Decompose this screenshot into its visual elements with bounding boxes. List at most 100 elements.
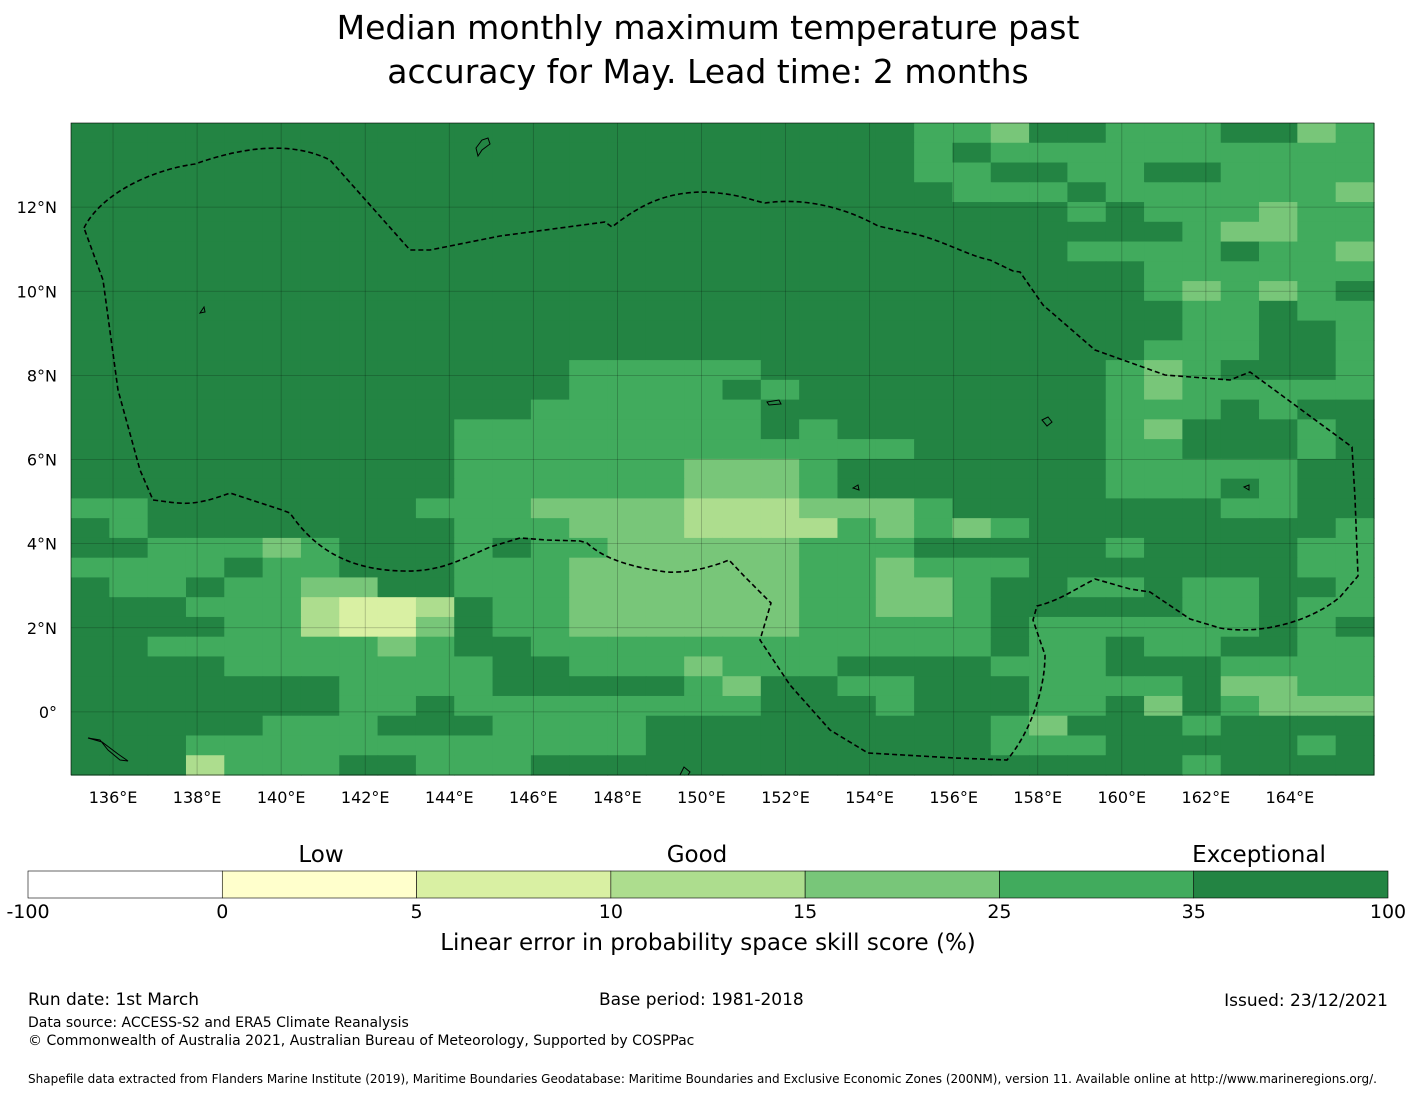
grid-cell (1029, 597, 1069, 618)
grid-cell (1105, 360, 1145, 381)
grid-cell (645, 518, 685, 539)
colorbar-segments (27, 870, 1389, 899)
colorbar: -100 0 5 10 15 25 35 100 (6, 870, 1406, 923)
grid-cell (684, 320, 724, 341)
grid-cell (1297, 695, 1337, 717)
grid-cell (492, 162, 532, 183)
grid-cell (1220, 676, 1260, 697)
grid-cell (569, 695, 609, 717)
grid-cell (185, 300, 225, 322)
grid-cell (109, 360, 149, 381)
grid-cell (339, 320, 379, 341)
grid-cell (224, 715, 264, 737)
grid-cell (71, 656, 110, 677)
grid-cell (875, 419, 915, 440)
grid-cell (530, 241, 570, 262)
grid-cell (799, 182, 839, 203)
grid-cell (837, 597, 877, 618)
grid-cell (1297, 123, 1337, 144)
grid-cell (492, 241, 532, 262)
grid-cell (377, 182, 417, 203)
grid-cell (71, 202, 110, 223)
grid-cell (415, 202, 455, 223)
grid-cell (262, 399, 302, 420)
grid-cell (300, 300, 340, 322)
grid-cell (875, 281, 915, 302)
grid-cell (1105, 123, 1145, 144)
grid-cell (645, 182, 685, 203)
grid-cell (875, 300, 915, 322)
grid-cell (1335, 715, 1375, 737)
grid-cell (262, 360, 302, 381)
island-atoll-b (1242, 484, 1250, 491)
grid-cell (377, 300, 417, 322)
grid-cell (1067, 419, 1107, 440)
grid-cell (109, 202, 149, 223)
grid-cell (760, 656, 800, 677)
grid-cell (1220, 340, 1260, 361)
island-pohnpei (1041, 416, 1053, 427)
grid-cell (1029, 557, 1069, 579)
grid-cell (454, 340, 494, 361)
grid-cell (990, 221, 1030, 243)
title-line-1: Median monthly maximum temperature past (336, 8, 1080, 47)
grid-cell (1335, 419, 1375, 440)
grid-cell (569, 636, 609, 658)
grid-cell (109, 300, 149, 322)
grid-cell (1259, 419, 1298, 440)
grid-cell (185, 123, 225, 144)
grid-cell (1067, 142, 1107, 164)
grid-cell (415, 399, 455, 420)
grid-cell (1182, 162, 1222, 183)
grid-cell (684, 142, 724, 164)
grid-cell (990, 715, 1030, 737)
grid-cell (1029, 715, 1069, 737)
grid-cell (224, 537, 264, 559)
grid-cell (224, 320, 264, 341)
grid-cell (1259, 261, 1298, 282)
grid-cell (837, 676, 877, 697)
grid-cell (760, 241, 800, 262)
grid-cell (875, 498, 915, 519)
grid-cell (645, 241, 685, 262)
grid-cell (492, 577, 532, 598)
grid-cell (185, 261, 225, 282)
grid-cell (1297, 419, 1337, 440)
grid-cell (990, 498, 1030, 519)
grid-cell (339, 478, 379, 499)
grid-cell (760, 518, 800, 539)
grid-cell (1182, 123, 1222, 144)
grid-cell (1335, 202, 1375, 223)
grid-cell (300, 340, 340, 361)
grid-cell (1182, 695, 1222, 717)
grid-cell (760, 597, 800, 618)
grid-cell (569, 162, 609, 183)
grid-cell (1297, 439, 1337, 460)
grid-cell (185, 478, 225, 499)
grid-cell (147, 537, 187, 559)
grid-cell (530, 162, 570, 183)
grid-cell (837, 162, 877, 183)
grid-cell (224, 616, 264, 638)
grid-cell (185, 577, 225, 598)
grid-cell (1144, 300, 1183, 322)
grid-cell (1335, 656, 1375, 677)
grid-cell (952, 142, 992, 164)
grid-cell (760, 557, 800, 579)
grid-cell (71, 537, 110, 559)
grid-cell (1259, 399, 1298, 420)
grid-cell (645, 261, 685, 282)
colorbar-segment (27, 870, 223, 899)
grid-cell (760, 577, 800, 598)
grid-cell (990, 755, 1030, 776)
grid-cell (990, 557, 1030, 579)
grid-cell (1144, 597, 1183, 618)
grid-cell (262, 597, 302, 618)
grid-cell (1105, 715, 1145, 737)
grid-cell (262, 498, 302, 519)
title-line-2: accuracy for May. Lead time: 2 months (387, 52, 1029, 91)
grid-cell (185, 636, 225, 658)
grid-cell (454, 241, 494, 262)
grid-cell (224, 597, 264, 618)
grid-cell (339, 597, 379, 618)
